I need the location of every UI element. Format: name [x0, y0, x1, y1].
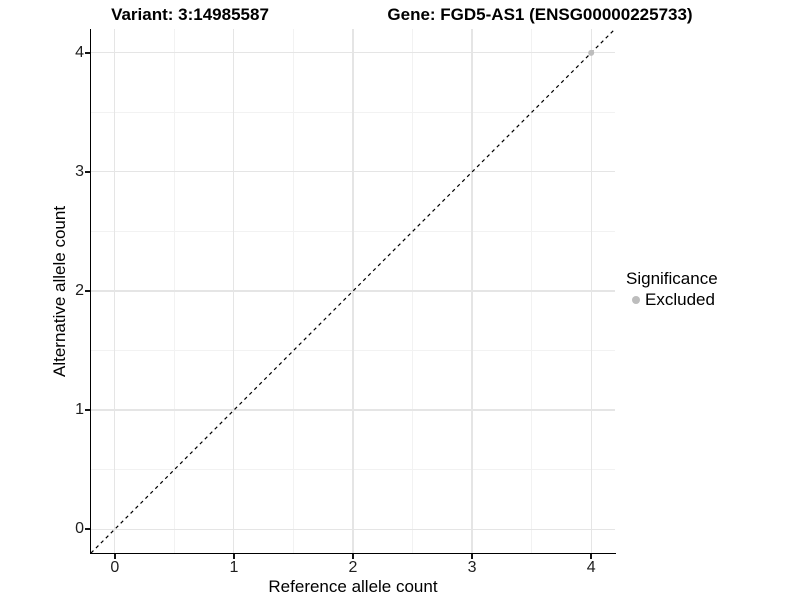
x-axis-line — [90, 553, 616, 555]
major-gridline-horizontal — [91, 409, 615, 411]
title-gene: Gene: FGD5-AS1 (ENSG00000225733) — [387, 5, 693, 24]
major-gridline-horizontal — [91, 52, 615, 54]
x-tick-label: 4 — [586, 559, 596, 576]
y-tick-label: 1 — [75, 401, 84, 419]
x-tick-mark — [233, 554, 235, 559]
major-gridline-horizontal — [91, 290, 615, 292]
legend: Significance Excluded — [626, 268, 718, 310]
y-tick-mark — [85, 409, 90, 411]
plot-panel — [91, 29, 615, 553]
y-tick-mark — [85, 171, 90, 173]
legend-item-excluded: Excluded — [626, 289, 718, 310]
legend-item-label: Excluded — [645, 290, 715, 309]
x-axis-title: Reference allele count — [268, 577, 438, 596]
y-tick-mark — [85, 290, 90, 292]
x-tick-label: 1 — [229, 559, 239, 576]
x-tick-label: 3 — [467, 559, 477, 576]
y-tick-mark — [85, 52, 90, 54]
title-variant: Variant: 3:14985587 — [111, 5, 269, 24]
y-tick-label: 4 — [75, 43, 84, 61]
identity-reference-line — [91, 29, 615, 553]
y-tick-label: 0 — [75, 520, 84, 538]
data-point-excluded — [588, 49, 595, 56]
y-axis-line — [90, 29, 92, 554]
x-tick-label: 2 — [348, 559, 358, 576]
major-gridline-horizontal — [91, 528, 615, 530]
excluded-point-icon — [632, 295, 640, 304]
x-tick-label: 0 — [110, 559, 120, 576]
x-tick-mark — [471, 554, 473, 559]
y-tick-label: 3 — [75, 162, 84, 180]
y-tick-mark — [85, 528, 90, 530]
x-tick-mark — [352, 554, 354, 559]
x-tick-mark — [114, 554, 116, 559]
y-tick-label: 2 — [75, 282, 84, 299]
x-tick-mark — [590, 554, 592, 559]
legend-title: Significance — [626, 269, 718, 288]
major-gridline-horizontal — [91, 171, 615, 173]
plot-overlay — [91, 29, 615, 553]
